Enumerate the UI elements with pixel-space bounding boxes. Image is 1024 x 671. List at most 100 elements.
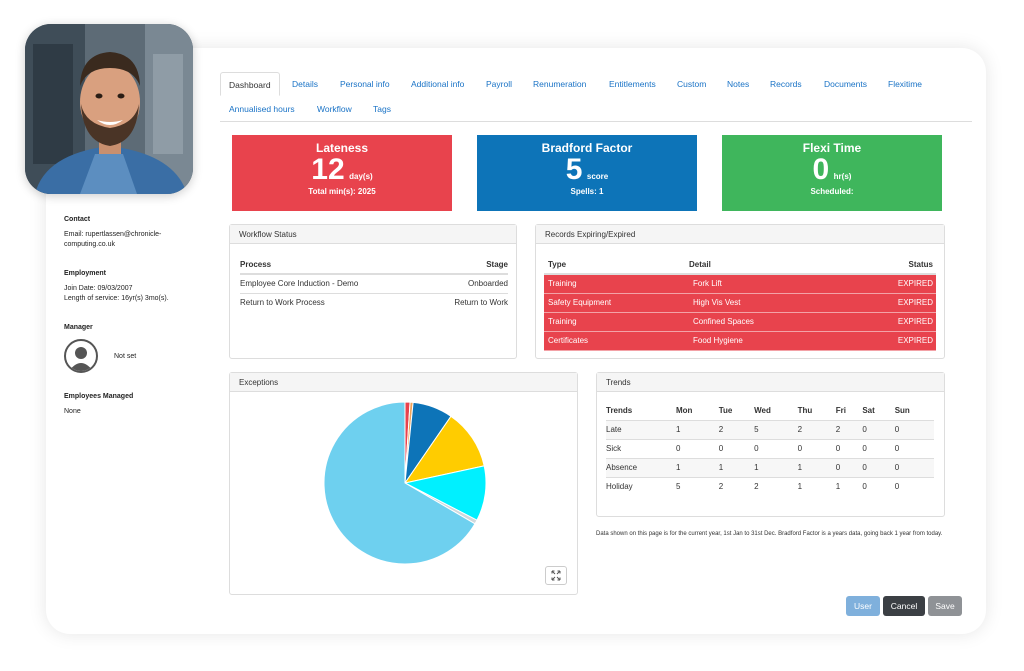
trends-table: Trends Mon Tue Wed Thu Fri Sat Sun Late … [606, 401, 934, 496]
trends-header: Sun [894, 405, 910, 415]
tab-entitlements[interactable]: Entitlements [609, 79, 656, 89]
tab-additional-info[interactable]: Additional info [411, 79, 465, 89]
lateness-value: 12 [311, 153, 345, 186]
table-row[interactable]: Return to Work Process Return to Work [240, 292, 508, 312]
workflow-stage: Return to Work [424, 292, 508, 312]
trends-cell: 0 [835, 457, 863, 477]
save-button[interactable]: Save [928, 596, 962, 616]
table-row[interactable]: Training Fork Lift EXPIRED [544, 274, 936, 294]
lateness-sub: Total min(s): 2025 [308, 187, 376, 196]
record-detail: Confined Spaces [689, 312, 839, 332]
tab-personal-info[interactable]: Personal info [340, 79, 390, 89]
trends-header: Wed [754, 405, 771, 415]
flexi-title: Flexi Time [802, 141, 862, 155]
workflow-header-process: Process [240, 255, 425, 275]
trends-cell: 1 [754, 457, 798, 477]
trends-header: Mon [676, 405, 693, 415]
pie-slice-6[interactable] [323, 401, 476, 565]
tab-workflow[interactable]: Workflow [317, 104, 352, 114]
user-button[interactable]: User [846, 596, 880, 616]
record-detail: Food Hygiene [689, 331, 839, 351]
trends-cell: 2 [718, 476, 755, 496]
tab-tags[interactable]: Tags [373, 104, 391, 114]
trends-cell: 0 [718, 438, 755, 458]
records-header-status: Status [908, 259, 933, 269]
employee-photo [25, 24, 193, 194]
pie-slice-3[interactable] [403, 415, 485, 484]
tab-flexitime[interactable]: Flexitime [888, 79, 923, 89]
trends-cell: 0 [862, 476, 895, 496]
trends-cell: Sick [606, 438, 676, 458]
record-status: EXPIRED [838, 293, 936, 313]
trends-cell: 1 [797, 476, 836, 496]
record-type: Safety Equipment [544, 293, 689, 313]
tab-details[interactable]: Details [292, 79, 318, 89]
tab-documents[interactable]: Documents [824, 79, 867, 89]
tab-notes[interactable]: Notes [727, 79, 750, 89]
trends-cell: 1 [718, 457, 755, 477]
trends-cell: Absence [606, 457, 676, 477]
trends-cell: 2 [797, 419, 836, 439]
trends-cell: 2 [718, 419, 755, 439]
workflow-process: Return to Work Process [240, 292, 425, 312]
profile-sidebar: Contact Email: rupertlassen@chronicle- c… [64, 216, 214, 437]
records-expiring-panel: Records Expiring/Expired Type Detail Sta… [535, 224, 945, 359]
records-expiring-title: Records Expiring/Expired [536, 225, 944, 244]
user-placeholder-icon [64, 339, 98, 373]
tab-payroll[interactable]: Payroll [486, 79, 512, 89]
bradford-unit: score [586, 172, 609, 181]
flexi-tile: Flexi Time 0 hr(s) Scheduled: [722, 135, 942, 211]
expand-chart-button[interactable] [545, 566, 567, 585]
table-row[interactable]: Training Confined Spaces EXPIRED [544, 312, 936, 332]
cancel-button[interactable]: Cancel [883, 596, 925, 616]
workflow-stage: Onboarded [424, 273, 508, 293]
record-detail: High Vis Vest [689, 293, 839, 313]
email-line-2: computing.co.uk [64, 241, 115, 248]
tab-dashboard[interactable]: Dashboard [220, 72, 280, 96]
tab-renumeration[interactable]: Renumeration [533, 79, 587, 89]
expand-icon [551, 570, 561, 581]
workflow-table: Process Stage Employee Core Induction - … [240, 255, 508, 312]
trends-cell: 0 [894, 476, 934, 496]
lateness-title: Lateness [315, 141, 369, 155]
bradford-sub: Spells: 1 [570, 187, 604, 196]
tab-annualised-hours[interactable]: Annualised hours [229, 104, 295, 114]
trends-cell: 5 [754, 419, 798, 439]
employees-managed-value: None [64, 408, 81, 415]
trends-cell: 0 [894, 419, 934, 439]
length-of-service: Length of service: 16yr(s) 3mo(s). [64, 295, 169, 302]
trends-header: Sat [862, 405, 875, 415]
trends-cell: 1 [676, 457, 719, 477]
email-line-1: Email: rupertlassen@chronicle- [64, 231, 162, 238]
bradford-tile: Bradford Factor 5 score Spells: 1 [477, 135, 697, 211]
table-row: Absence 1 1 1 1 0 0 0 [606, 457, 934, 477]
trends-panel: Trends Trends Mon Tue Wed Thu Fri Sat Su… [596, 372, 945, 517]
table-row: Sick 0 0 0 0 0 0 0 [606, 438, 934, 458]
workflow-status-panel: Workflow Status Process Stage Employee C… [229, 224, 517, 359]
trends-cell: 1 [797, 457, 836, 477]
trends-cell: Holiday [606, 476, 676, 496]
join-date: Join Date: 09/03/2007 [64, 285, 133, 292]
lateness-unit: day(s) [349, 172, 373, 181]
trends-header: Thu [797, 405, 813, 415]
table-row[interactable]: Safety Equipment High Vis Vest EXPIRED [544, 293, 936, 313]
table-row: Late 1 2 5 2 2 0 0 [606, 419, 934, 439]
trends-cell: 2 [835, 419, 863, 439]
tab-records[interactable]: Records [770, 79, 802, 89]
trends-cell: 0 [862, 419, 895, 439]
trends-cell: Late [606, 419, 676, 439]
employees-managed-heading: Employees Managed [64, 393, 134, 400]
table-row[interactable]: Employee Core Induction - Demo Onboarded [240, 273, 508, 293]
exceptions-title: Exceptions [230, 373, 577, 392]
record-status: EXPIRED [838, 331, 936, 351]
records-header-type: Type [548, 259, 567, 269]
record-status: EXPIRED [838, 312, 936, 332]
records-table: Type Detail Status Training Fork Lift EX… [544, 255, 936, 351]
tab-custom[interactable]: Custom [677, 79, 707, 89]
record-detail: Fork Lift [689, 274, 839, 294]
manager-heading: Manager [64, 324, 93, 331]
trends-header: Trends [606, 405, 633, 415]
flexi-value: 0 [812, 153, 830, 186]
data-scope-note: Data shown on this page is for the curre… [596, 531, 943, 537]
table-row[interactable]: Certificates Food Hygiene EXPIRED [544, 331, 936, 351]
